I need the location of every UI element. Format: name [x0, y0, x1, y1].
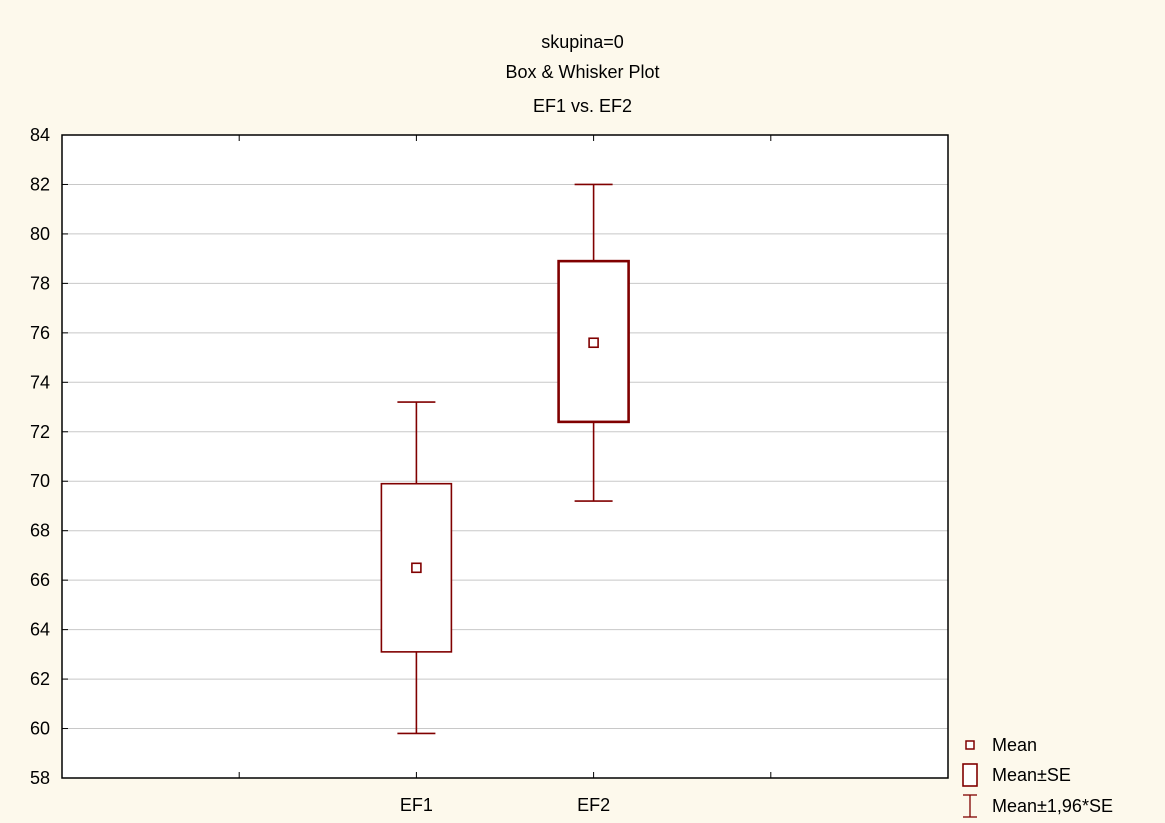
- box-group-ef1: [380, 401, 453, 735]
- y-tick-label: 72: [30, 422, 50, 442]
- y-tick-label: 66: [30, 570, 50, 590]
- legend-mean-marker: [965, 740, 975, 750]
- legend-item: Mean: [965, 735, 1037, 755]
- y-tick-label: 78: [30, 273, 50, 293]
- legend: Mean Mean±SE Mean±1,96*SE: [962, 735, 1113, 818]
- mean-point: [588, 337, 599, 349]
- chart-title: Box & Whisker Plot: [505, 62, 660, 82]
- y-tick-label: 58: [30, 768, 50, 788]
- y-tick-label: 60: [30, 719, 50, 739]
- y-tick-label: 68: [30, 521, 50, 541]
- gridlines: [62, 183, 948, 730]
- y-tick-label: 76: [30, 323, 50, 343]
- plot-area: [62, 135, 948, 778]
- y-tick-label: 84: [30, 125, 50, 145]
- chart-title-group: skupina=0: [541, 32, 624, 52]
- y-tick-label: 62: [30, 669, 50, 689]
- legend-box-marker: [962, 763, 978, 787]
- box-group-ef2: [557, 183, 630, 502]
- x-tick-label: EF1: [400, 795, 433, 815]
- legend-label: Mean±SE: [992, 765, 1071, 785]
- y-tick-label: 80: [30, 224, 50, 244]
- plot-frame: [61, 134, 949, 779]
- series-layer: [380, 183, 630, 735]
- chart-subtitle: EF1 vs. EF2: [532, 96, 633, 116]
- mean-point: [411, 562, 422, 574]
- legend-item: Mean±1,96*SE: [963, 794, 1113, 818]
- legend-label: Mean±1,96*SE: [992, 796, 1113, 816]
- legend-item: Mean±SE: [962, 763, 1071, 787]
- x-tick-label: EF2: [577, 795, 610, 815]
- y-tick-label: 74: [30, 372, 50, 392]
- x-axis-ticks: EF1 EF2: [238, 135, 772, 815]
- y-tick-label: 70: [30, 471, 50, 491]
- se-box: [380, 482, 453, 653]
- legend-label: Mean: [992, 735, 1037, 755]
- y-axis-ticks: 58 60 62 64 66 68 70 72 74 76 78 80 82 84: [30, 125, 68, 788]
- y-tick-label: 64: [30, 620, 50, 640]
- y-tick-label: 82: [30, 174, 50, 194]
